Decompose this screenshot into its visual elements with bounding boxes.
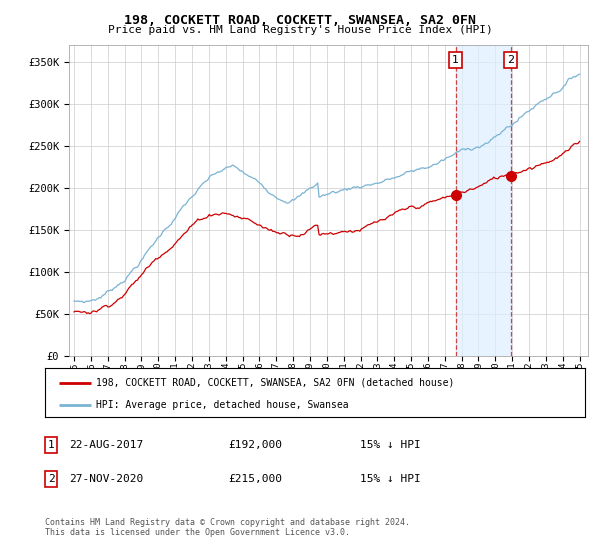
Text: 15% ↓ HPI: 15% ↓ HPI [360, 440, 421, 450]
Text: Contains HM Land Registry data © Crown copyright and database right 2024.
This d: Contains HM Land Registry data © Crown c… [45, 518, 410, 538]
Text: HPI: Average price, detached house, Swansea: HPI: Average price, detached house, Swan… [96, 400, 349, 410]
Text: 1: 1 [47, 440, 55, 450]
Text: 198, COCKETT ROAD, COCKETT, SWANSEA, SA2 0FN: 198, COCKETT ROAD, COCKETT, SWANSEA, SA2… [124, 14, 476, 27]
Text: Price paid vs. HM Land Registry's House Price Index (HPI): Price paid vs. HM Land Registry's House … [107, 25, 493, 35]
Bar [455, 45, 511, 356]
Text: 27-NOV-2020: 27-NOV-2020 [69, 474, 143, 484]
Text: 22-AUG-2017: 22-AUG-2017 [69, 440, 143, 450]
Text: 2: 2 [507, 55, 514, 65]
Text: 15% ↓ HPI: 15% ↓ HPI [360, 474, 421, 484]
Text: £192,000: £192,000 [228, 440, 282, 450]
Text: 198, COCKETT ROAD, COCKETT, SWANSEA, SA2 0FN (detached house): 198, COCKETT ROAD, COCKETT, SWANSEA, SA2… [96, 377, 455, 388]
Text: 1: 1 [452, 55, 459, 65]
Text: 2: 2 [47, 474, 55, 484]
Text: £215,000: £215,000 [228, 474, 282, 484]
